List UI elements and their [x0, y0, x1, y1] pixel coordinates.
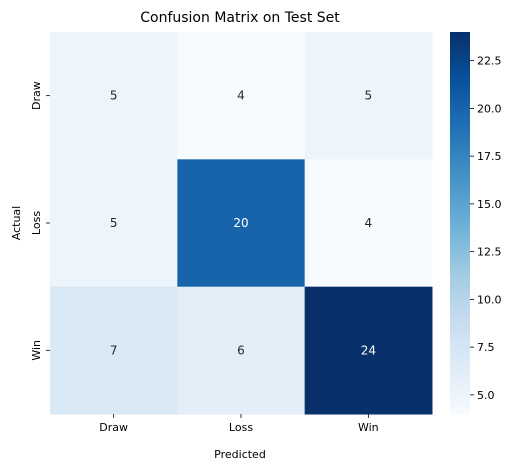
heatmap-cell	[304, 159, 433, 288]
heatmap-cells: 5 4 5 5 20 4 7 6 24	[50, 32, 433, 415]
x-axis-ticks: Draw Loss Win	[99, 414, 379, 434]
colorbar-ticks: 5.0 7.5 10.0 12.5 15.0 17.5 20.0 22.5	[470, 55, 502, 402]
colorbar-tick-label: 15.0	[477, 198, 502, 211]
y-tick-label: Win	[30, 340, 43, 361]
cell-value-label: 4	[365, 216, 373, 230]
x-tick-label: Draw	[99, 421, 128, 434]
cell-value-label: 6	[237, 343, 245, 357]
heatmap-cell	[50, 286, 178, 415]
colorbar-tick-label: 17.5	[477, 150, 502, 163]
y-axis-ticks: Draw Loss Win	[30, 81, 50, 361]
colorbar-tick-label: 22.5	[477, 55, 502, 68]
y-tick-label: Loss	[30, 211, 43, 235]
cell-value-label: 20	[233, 216, 248, 230]
heatmap-cell	[50, 32, 178, 160]
x-axis-label: Predicted	[214, 448, 266, 461]
cell-value-label: 5	[110, 216, 118, 230]
y-tick-label: Draw	[30, 81, 43, 110]
heatmap-cell	[304, 286, 433, 415]
cell-value-label: 4	[237, 89, 245, 103]
colorbar-tick-label: 12.5	[477, 246, 502, 259]
heatmap-cell	[177, 159, 306, 288]
cell-value-label: 5	[110, 89, 118, 103]
colorbar-tick-label: 5.0	[477, 389, 495, 402]
heatmap-cell	[177, 286, 306, 415]
heatmap-cell	[177, 32, 306, 160]
x-tick-label: Loss	[229, 421, 253, 434]
chart-title: Confusion Matrix on Test Set	[140, 10, 340, 26]
heatmap-cell	[50, 159, 178, 288]
cell-value-label: 24	[361, 343, 376, 357]
cell-value-label: 7	[110, 343, 118, 357]
x-tick-label: Win	[358, 421, 379, 434]
colorbar	[450, 32, 470, 414]
cell-value-label: 5	[365, 89, 373, 103]
colorbar-tick-label: 20.0	[477, 102, 502, 115]
heatmap-cell	[304, 32, 433, 160]
colorbar-tick-label: 7.5	[477, 341, 495, 354]
y-axis-label: Actual	[10, 206, 23, 240]
colorbar-tick-label: 10.0	[477, 293, 502, 306]
